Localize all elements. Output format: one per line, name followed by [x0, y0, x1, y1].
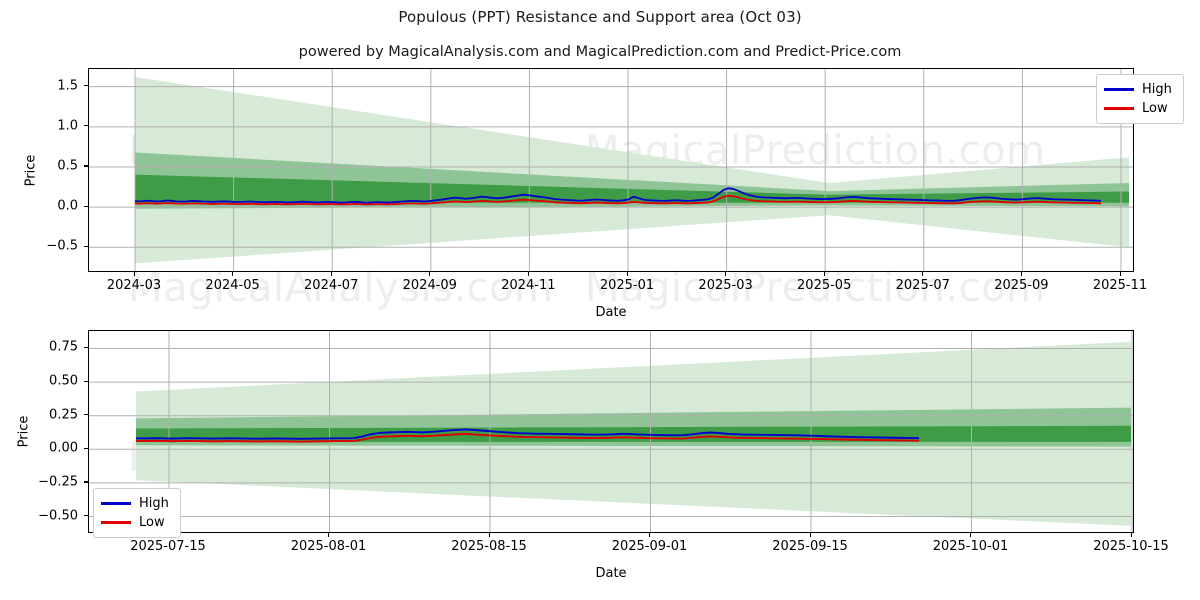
lower-ytick-label: 0.50: [49, 373, 78, 389]
upper-chart-panel: [88, 68, 1134, 272]
upper-ytick-label: 0.0: [57, 198, 78, 214]
upper-xtick-mark: [922, 272, 924, 276]
upper-band-outer-cone: [135, 77, 1129, 264]
lower-xtick-label: 2025-08-01: [290, 539, 367, 554]
low-line-swatch: [1104, 107, 1134, 110]
page-title: Populous (PPT) Resistance and Support ar…: [398, 8, 802, 26]
upper-xtick-mark: [527, 272, 529, 276]
lower-plot-area: [88, 330, 1134, 533]
upper-ytick-mark: [84, 85, 88, 87]
upper-xtick-mark: [823, 272, 825, 276]
upper-y-axis-label: Price: [23, 154, 39, 187]
upper-xtick-label: 2024-03: [106, 278, 162, 293]
lower-x-axis-label: Date: [595, 566, 627, 581]
legend-item-high[interactable]: High: [1104, 80, 1176, 99]
lower-xtick-mark: [649, 533, 651, 537]
lower-xtick-mark: [328, 533, 330, 537]
lower-xtick-mark: [488, 533, 490, 537]
lower-xtick-mark: [809, 533, 811, 537]
upper-xtick-label: 2025-11: [1092, 278, 1148, 293]
lower-ytick-mark: [84, 481, 88, 483]
upper-xtick-mark: [626, 272, 628, 276]
upper-ytick-label: 1.0: [57, 118, 78, 134]
lower-xtick-mark: [1130, 533, 1132, 537]
upper-band-core-band: [135, 174, 1129, 203]
legend-label-high: High: [139, 496, 169, 511]
lower-xtick-label: 2025-09-01: [611, 539, 688, 554]
upper-ytick-mark: [84, 205, 88, 207]
upper-xtick-mark: [725, 272, 727, 276]
upper-xtick-label: 2025-05: [797, 278, 852, 293]
lower-ytick-label: −0.50: [38, 508, 78, 524]
upper-series-low: [134, 194, 1102, 206]
legend-item-high[interactable]: High: [101, 494, 173, 513]
upper-xtick-mark: [1119, 272, 1121, 276]
low-line-swatch: [101, 521, 131, 524]
upper-ytick-mark: [84, 165, 88, 167]
upper-xtick-label: 2024-07: [304, 278, 359, 293]
high-line-swatch: [101, 502, 131, 505]
upper-ytick-label: −0.5: [46, 238, 78, 254]
lower-xtick-mark: [970, 533, 972, 537]
lower-ytick-mark: [84, 515, 88, 517]
lower-plot-svg: [89, 331, 1133, 532]
page-subtitle: powered by MagicalAnalysis.com and Magic…: [298, 44, 902, 60]
lower-ytick-label: −0.25: [38, 474, 78, 490]
upper-xtick-label: 2024-11: [501, 278, 556, 293]
lower-ytick-mark: [84, 414, 88, 416]
lower-series-high: [135, 428, 920, 440]
lower-xtick-label: 2025-10-01: [932, 539, 1009, 554]
upper-x-axis-label: Date: [595, 305, 627, 320]
upper-xtick-mark: [1020, 272, 1022, 276]
upper-xtick-label: 2025-09: [994, 278, 1049, 293]
lower-xtick-label: 2025-10-15: [1093, 539, 1169, 554]
upper-series-high: [134, 187, 1102, 204]
legend-label-low: Low: [1142, 101, 1168, 116]
upper-plot-svg: [89, 69, 1133, 271]
legend-item-low[interactable]: Low: [101, 513, 173, 532]
lower-ytick-mark: [84, 447, 88, 449]
lower-xtick-label: 2025-08-15: [451, 539, 527, 554]
upper-xtick-label: 2024-05: [205, 278, 260, 293]
lower-chart-legend[interactable]: High Low: [93, 488, 181, 538]
upper-ytick-mark: [84, 125, 88, 127]
upper-ytick-label: 0.5: [57, 158, 78, 174]
upper-xtick-mark: [232, 272, 234, 276]
high-line-swatch: [1104, 88, 1134, 91]
lower-xtick-label: 2025-09-15: [772, 539, 848, 554]
lower-ytick-mark: [84, 346, 88, 349]
upper-xtick-label: 2025-07: [895, 278, 950, 293]
legend-label-low: Low: [139, 515, 165, 530]
lower-ytick-label: 0.25: [49, 407, 78, 423]
upper-ytick-label: 1.5: [57, 78, 78, 94]
lower-chart-panel: [88, 330, 1134, 533]
legend-label-high: High: [1142, 82, 1172, 97]
lower-ytick-mark: [84, 380, 88, 382]
upper-xtick-mark: [330, 272, 332, 276]
upper-xtick-mark: [429, 272, 431, 276]
upper-ytick-mark: [84, 245, 88, 247]
lower-ytick-label: 0.00: [49, 440, 78, 456]
upper-xtick-mark: [133, 272, 135, 276]
lower-ytick-label: 0.75: [49, 339, 78, 355]
lower-series-low: [135, 433, 920, 443]
upper-chart-legend[interactable]: High Low: [1096, 74, 1184, 124]
lower-xtick-label: 2025-07-15: [130, 539, 206, 554]
legend-item-low[interactable]: Low: [1104, 99, 1176, 118]
upper-plot-area: [88, 68, 1134, 272]
lower-y-axis-label: Price: [16, 415, 32, 448]
upper-xtick-label: 2024-09: [402, 278, 457, 293]
upper-xtick-label: 2025-01: [599, 278, 655, 293]
upper-xtick-label: 2025-03: [698, 278, 753, 293]
